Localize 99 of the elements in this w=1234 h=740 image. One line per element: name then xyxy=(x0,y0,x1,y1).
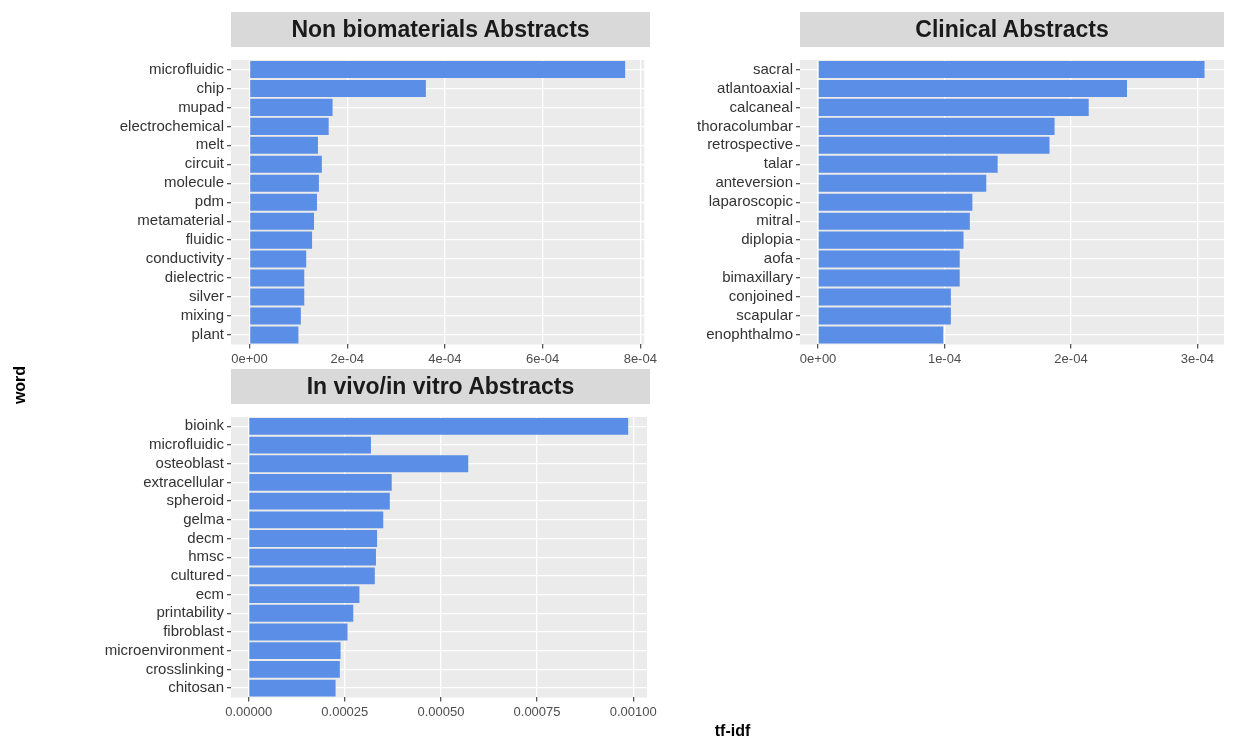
bar xyxy=(818,136,1050,154)
y-tick-label: ecm xyxy=(195,584,224,602)
x-tick-label: 0.00050 xyxy=(417,703,465,719)
bar xyxy=(250,250,307,268)
bar xyxy=(249,660,340,678)
bar xyxy=(818,98,1089,116)
bar xyxy=(249,586,360,603)
bar xyxy=(818,174,987,192)
bar xyxy=(818,117,1055,135)
y-tick-label: microenvironment xyxy=(104,640,225,658)
y-tick-label: mixing xyxy=(180,306,224,324)
bar xyxy=(249,530,378,547)
bar xyxy=(249,623,348,641)
bar xyxy=(818,212,970,230)
y-tick-label: gelma xyxy=(183,509,225,527)
x-tick-label: 0.00000 xyxy=(225,703,273,719)
chart-title: Non biomaterials Abstracts xyxy=(231,12,650,47)
y-tick-label: osteoblast xyxy=(155,453,225,471)
bar xyxy=(250,193,317,211)
bar xyxy=(818,193,973,211)
y-tick-label: fluidic xyxy=(185,230,225,248)
x-tick-label: 3e-04 xyxy=(1180,350,1215,366)
y-tick-label: bimaxillary xyxy=(722,268,794,286)
y-tick-label: circuit xyxy=(184,154,225,172)
bar xyxy=(250,136,318,154)
bar xyxy=(250,155,322,173)
y-tick-label: chip xyxy=(196,78,224,96)
y-tick-label: spheroid xyxy=(166,491,224,509)
bar xyxy=(250,174,319,192)
y-tick-label: plant xyxy=(191,325,225,343)
bar xyxy=(818,60,1205,79)
y-tick-label: crosslinking xyxy=(145,659,224,677)
y-tick-label: chitosan xyxy=(168,678,224,696)
bar xyxy=(250,60,626,79)
x-tick-label: 6e-04 xyxy=(525,350,560,366)
chart-title: Clinical Abstracts xyxy=(800,12,1224,47)
y-tick-label: aofa xyxy=(763,249,794,267)
y-tick-label: anteversion xyxy=(715,173,793,191)
y-tick-label: pdm xyxy=(194,192,224,210)
bar xyxy=(250,326,299,344)
bar xyxy=(250,79,426,97)
x-tick-label: 1e-04 xyxy=(927,350,962,366)
y-tick-label: decm xyxy=(187,528,224,546)
y-tick-label: microfluidic xyxy=(148,59,225,77)
y-tick-label: laparoscopic xyxy=(708,192,794,210)
bar xyxy=(249,604,354,622)
bar xyxy=(249,474,392,491)
bar xyxy=(249,455,469,473)
y-tick-label: scapular xyxy=(736,306,793,324)
x-tick-label: 0e+00 xyxy=(799,350,837,366)
bar xyxy=(818,231,964,249)
x-tick-label: 8e-04 xyxy=(623,350,657,366)
x-axis-title: tf-idf xyxy=(713,722,752,740)
y-tick-label: enophthalmo xyxy=(706,325,793,343)
y-tick-label: sacral xyxy=(752,59,793,77)
chart-title: In vivo/in vitro Abstracts xyxy=(231,369,650,404)
y-tick-label: dielectric xyxy=(164,268,225,286)
bar xyxy=(249,679,336,697)
bar xyxy=(250,98,333,116)
y-tick-label: hmsc xyxy=(188,547,225,565)
bar xyxy=(818,250,960,268)
x-tick-label: 2e-04 xyxy=(1054,350,1088,366)
y-tick-label: extracellular xyxy=(143,472,224,490)
x-tick-label: 0.00025 xyxy=(321,703,369,719)
y-tick-label: retrospective xyxy=(707,135,793,153)
y-tick-label: thoracolumbar xyxy=(697,116,793,134)
y-tick-label: diplopia xyxy=(741,230,794,248)
bar xyxy=(818,326,944,344)
bar xyxy=(818,79,1128,97)
bar xyxy=(249,436,371,454)
bar xyxy=(250,117,329,135)
bar xyxy=(250,231,313,249)
y-tick-label: cultured xyxy=(170,566,224,584)
y-tick-label: silver xyxy=(188,287,224,305)
bar xyxy=(249,417,629,435)
y-tick-label: atlantoaxial xyxy=(717,78,793,96)
x-tick-label: 4e-04 xyxy=(428,350,462,366)
y-tick-label: mitral xyxy=(756,211,793,229)
y-tick-label: conjoined xyxy=(728,287,793,305)
y-tick-label: fibroblast xyxy=(163,622,225,640)
bar xyxy=(249,642,341,660)
x-tick-label: 0.00075 xyxy=(513,703,561,719)
y-tick-label: microfluidic xyxy=(148,435,225,453)
y-tick-label: talar xyxy=(763,154,793,172)
bar xyxy=(250,212,315,230)
y-tick-label: molecule xyxy=(163,173,224,191)
y-axis-title: word xyxy=(11,365,29,405)
bar xyxy=(818,155,998,173)
x-tick-label: 2e-04 xyxy=(330,350,364,366)
y-tick-label: mupad xyxy=(178,97,224,115)
y-tick-label: conductivity xyxy=(145,249,225,267)
y-tick-label: calcaneal xyxy=(729,97,793,115)
x-tick-label: 0e+00 xyxy=(231,350,268,366)
y-tick-label: melt xyxy=(195,135,225,153)
y-tick-label: bioink xyxy=(184,416,225,434)
x-tick-label: 0.00100 xyxy=(609,703,657,719)
y-tick-label: electrochemical xyxy=(119,116,224,134)
y-tick-label: printability xyxy=(156,603,225,621)
y-tick-label: metamaterial xyxy=(137,211,224,229)
